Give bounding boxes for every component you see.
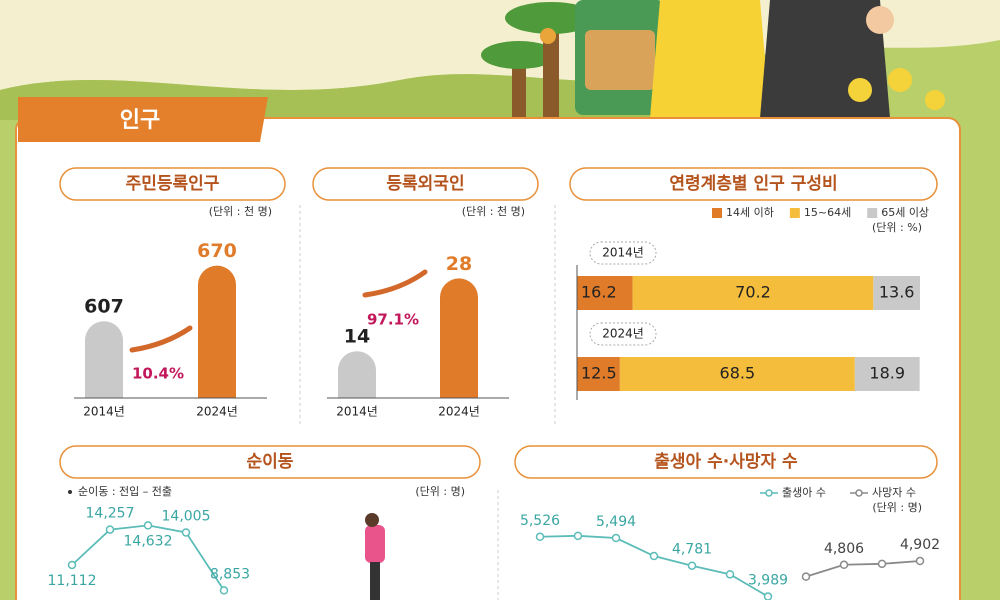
value-label: 14,632 [124, 533, 173, 549]
unit-label: (단위 : 명) [415, 485, 465, 498]
x-tick-label: 2014년 [336, 405, 378, 419]
legend-swatch [867, 208, 878, 218]
point [649, 551, 659, 561]
point [763, 592, 773, 600]
panel [15, 117, 961, 600]
value-label: 4,902 [900, 537, 940, 553]
unit-label: (단위 : 천 명) [209, 204, 272, 218]
illustration [481, 0, 945, 118]
value-label: 18.9 [869, 364, 905, 383]
value-label: 4,806 [824, 541, 864, 557]
point [181, 528, 191, 537]
growth-annotation: 10.4% [132, 365, 184, 383]
figure [370, 562, 380, 600]
arrow [129, 325, 193, 353]
unit-label: (단위 : 천 명) [462, 204, 525, 218]
value-label: 8,853 [210, 566, 250, 582]
x-tick-label: 2014년 [83, 405, 125, 419]
point [915, 556, 925, 566]
point [877, 559, 887, 569]
growth-annotation: 97.1% [367, 311, 419, 329]
panel-title: 출생아 수·사망자 수 [654, 452, 798, 472]
point [611, 533, 621, 543]
line [805, 560, 921, 578]
value-label: 607 [84, 296, 124, 318]
value-label: 14 [344, 326, 370, 348]
panel-title-pill [514, 445, 938, 479]
value-label: 28 [446, 253, 472, 275]
figure [365, 525, 385, 563]
legend-swatch [789, 208, 800, 218]
arrow [362, 269, 428, 298]
value-label: 70.2 [735, 283, 771, 302]
unit-label: (단위 : 명) [872, 501, 922, 514]
value-label: 16.2 [581, 283, 617, 302]
point [143, 521, 153, 530]
note-bullet [68, 490, 72, 494]
panel-title: 순이동 [247, 452, 294, 472]
value-label: 5,494 [596, 514, 636, 530]
legend-marker [765, 489, 773, 497]
value-label: 5,526 [520, 513, 560, 529]
legend-swatch [712, 208, 722, 218]
y-tick-label: 2024년 [602, 327, 644, 341]
value-label: 14,005 [162, 508, 211, 524]
section-title: 인구 [120, 108, 160, 133]
x-tick-label: 2024년 [196, 405, 238, 419]
x-tick-label: 2024년 [438, 405, 480, 419]
legend-label: 사망자 수 [872, 486, 916, 499]
point [839, 560, 849, 570]
point [535, 532, 545, 542]
panel-title: 등록외국인 [386, 174, 464, 194]
year-pill [589, 241, 657, 265]
value-label: 14,257 [86, 506, 135, 522]
panel-title-pill [569, 167, 938, 201]
legend-marker [855, 489, 863, 497]
point [573, 531, 583, 541]
value-label: 670 [197, 240, 237, 262]
bar [85, 321, 123, 398]
note: 순이동 : 전입 – 전출 [78, 485, 172, 498]
point [801, 572, 811, 581]
section-tab [18, 97, 268, 142]
panel-title: 주민등록인구 [126, 174, 220, 194]
bar-segment [873, 276, 920, 310]
value-label: 4,781 [672, 542, 712, 558]
y-tick-label: 2014년 [602, 246, 644, 260]
bar-segment [577, 357, 620, 391]
panel-title-pill [59, 167, 286, 201]
value-label: 13.6 [879, 283, 915, 302]
value-label: 3,989 [748, 573, 788, 589]
bar-segment [577, 276, 633, 310]
bar-segment [619, 357, 855, 391]
point [105, 525, 115, 534]
bar-segment [854, 357, 920, 391]
legend-label: 15~64세 [804, 206, 851, 219]
value-label: 68.5 [720, 364, 756, 383]
legend-label: 출생아 수 [782, 486, 826, 499]
bar [338, 351, 376, 398]
value-label: 11,112 [48, 573, 97, 589]
legend-label: 14세 이하 [726, 205, 774, 219]
point [219, 586, 229, 595]
value-label: 12.5 [581, 364, 617, 383]
panel-title-pill [312, 167, 539, 201]
panel-title-pill [59, 445, 481, 479]
year-pill [589, 322, 657, 346]
bar [198, 265, 236, 398]
figure [365, 513, 379, 527]
bar [440, 278, 478, 398]
legend-label: 65세 이상 [881, 206, 929, 219]
point [687, 561, 697, 570]
unit-label: (단위 : %) [872, 221, 922, 234]
point [67, 560, 77, 570]
bar-segment [632, 276, 874, 310]
point [725, 570, 735, 579]
panel-title: 연령계층별 인구 구성비 [669, 173, 837, 194]
